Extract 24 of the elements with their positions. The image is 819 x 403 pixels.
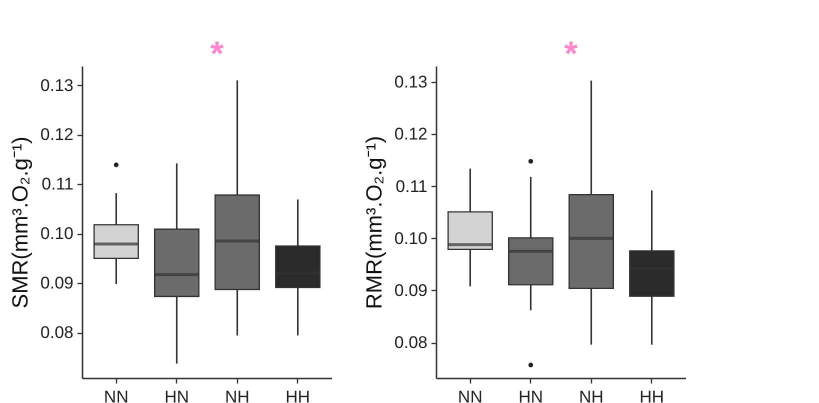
x-tick-label: HN bbox=[164, 388, 190, 403]
x-tick-label: HH bbox=[286, 388, 310, 403]
y-tick-label: 0.10 bbox=[394, 228, 428, 248]
x-tick-label: HH bbox=[640, 388, 664, 403]
x-tick-label: NH bbox=[578, 388, 604, 403]
y-axis-title: RMR(mm³.O₂.g⁻¹) bbox=[361, 136, 386, 310]
x-tick-label: NN bbox=[104, 388, 128, 403]
annotation: * bbox=[564, 35, 578, 73]
y-tick-label: 0.10 bbox=[40, 224, 74, 244]
y-tick-label: 0.13 bbox=[40, 76, 74, 95]
y-tick-label: 0.09 bbox=[40, 274, 74, 293]
x-tick-label: HN bbox=[518, 388, 544, 403]
annotation: * bbox=[210, 35, 224, 73]
y-tick-label: 0.11 bbox=[396, 176, 428, 196]
y-tick-label: 0.08 bbox=[394, 333, 428, 352]
y-axis-title: SMR(mm³.O₂.g⁻¹) bbox=[7, 136, 32, 308]
y-tick-label: 0.13 bbox=[394, 72, 428, 92]
x-tick-label: NN bbox=[458, 388, 482, 403]
y-tick-label: 0.09 bbox=[394, 280, 428, 300]
x-tick-label: NH bbox=[224, 388, 250, 403]
y-tick-label: 0.12 bbox=[40, 125, 74, 144]
y-tick-label: 0.11 bbox=[42, 174, 74, 194]
y-tick-label: 0.08 bbox=[40, 323, 74, 342]
y-tick-label: 0.12 bbox=[394, 124, 428, 144]
